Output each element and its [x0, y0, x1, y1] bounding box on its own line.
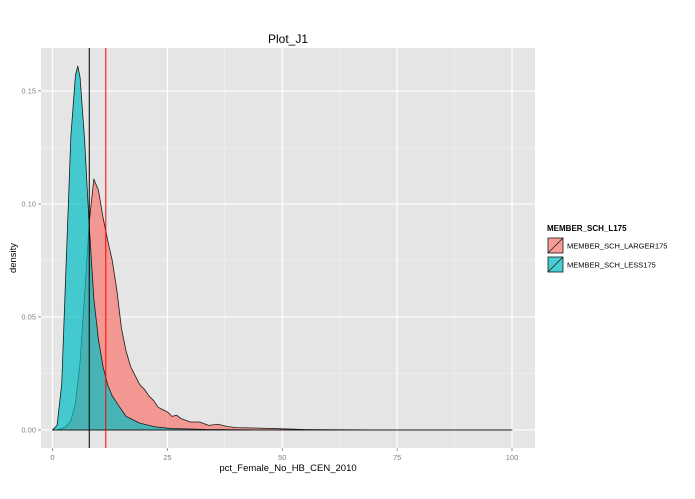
- legend-swatch-slash: [547, 256, 564, 273]
- density-areas: [52, 65, 513, 431]
- x-tick-label: 50: [278, 453, 286, 462]
- x-tick-label: 100: [506, 453, 519, 462]
- grid-lines: [41, 48, 535, 448]
- y-tick-label: 0.05: [21, 312, 36, 321]
- y-tick-label: 0.15: [21, 86, 36, 95]
- x-tick-label: 75: [393, 453, 401, 462]
- y-axis-label: density: [8, 243, 19, 273]
- legend-swatch-slash: [547, 237, 564, 254]
- legend-title: MEMBER_SCH_L175: [547, 224, 627, 233]
- x-tick-label: 25: [163, 453, 171, 462]
- x-axis-label: pct_Female_No_HB_CEN_2010: [219, 463, 356, 474]
- legend: MEMBER_SCH_L175 MEMBER_SCH_LARGER175MEMB…: [546, 224, 667, 274]
- legend-items: MEMBER_SCH_LARGER175 MEMBER_SCH_LESS175: [546, 236, 667, 274]
- legend-label: MEMBER_SCH_LESS175: [567, 261, 656, 270]
- density-area-2: [52, 65, 513, 431]
- axes: 0 25 50 75 100 0.00 0.05 0.10 0.15: [21, 86, 518, 462]
- y-tick-label: 0.10: [21, 199, 36, 208]
- x-tick-label: 0: [50, 453, 54, 462]
- y-tick-label: 0.00: [21, 425, 36, 434]
- chart-title: Plot_J1: [268, 32, 308, 46]
- reference-lines: [88, 48, 107, 448]
- legend-label: MEMBER_SCH_LARGER175: [567, 242, 667, 251]
